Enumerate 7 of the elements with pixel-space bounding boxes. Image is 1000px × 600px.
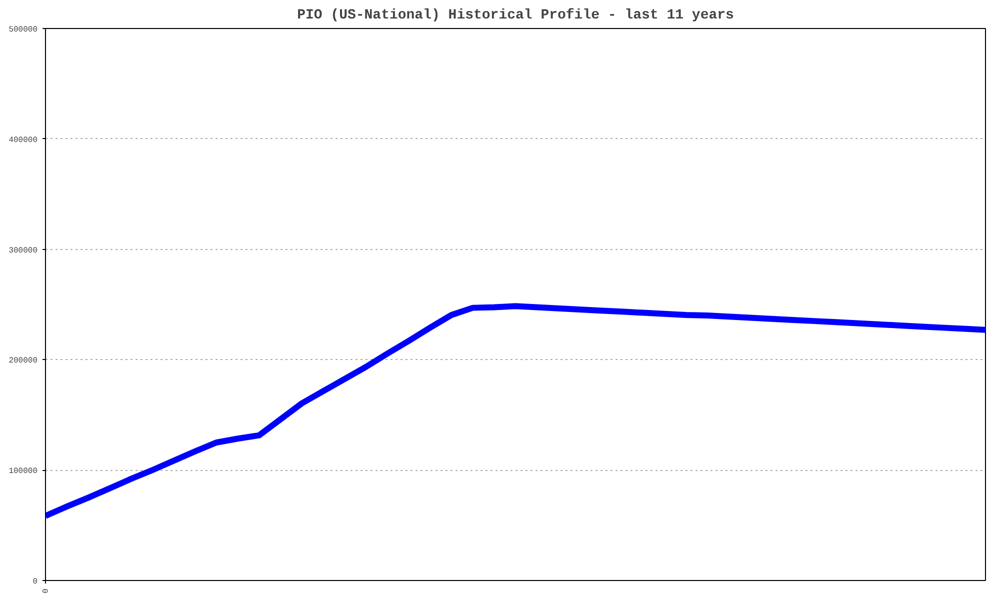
chart-title: PIO (US-National) Historical Profile - last 11 years [297, 8, 734, 24]
y-tick-label: 200000 [8, 356, 38, 366]
y-tick-label: 100000 [8, 467, 38, 476]
y-tick-label: 300000 [8, 246, 38, 256]
y-tick-label: 500000 [8, 26, 38, 34]
y-tick-label: 0 [32, 578, 38, 586]
y-tick-label: 400000 [8, 136, 38, 145]
